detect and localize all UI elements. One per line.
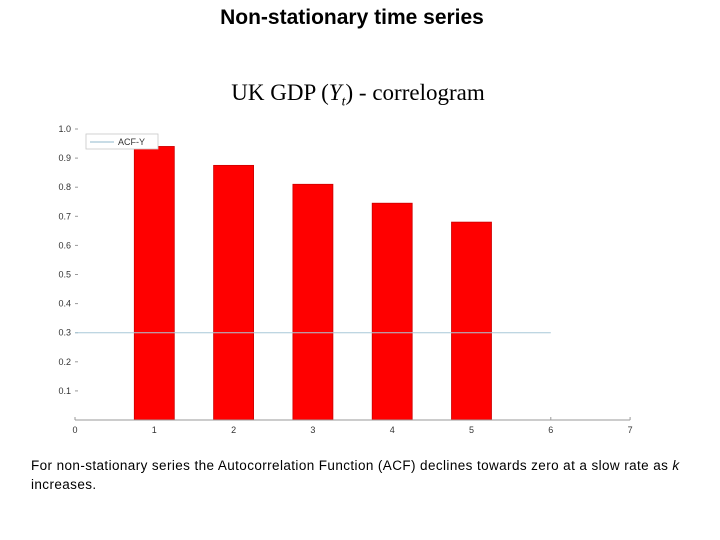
chart-title-pre: UK GDP (	[231, 80, 329, 105]
legend-box	[85, 133, 159, 150]
bar	[371, 202, 413, 421]
chart-title-post: ) - correlogram	[345, 80, 485, 105]
x-tick-label: 7	[628, 425, 633, 435]
chart-title-var: Y	[328, 80, 342, 105]
y-tick-label: 1.0	[58, 124, 71, 134]
caption: For non-stationary series the Autocorrel…	[31, 456, 691, 494]
caption-post: increases.	[31, 477, 97, 492]
x-tick-label: 5	[469, 425, 474, 435]
y-tick-label: 0.1	[58, 386, 71, 396]
slide-title: Non-stationary time series	[220, 6, 484, 29]
y-tick-label: 0.8	[58, 182, 71, 192]
x-tick-label: 0	[72, 425, 77, 435]
y-tick-label: 0.2	[58, 357, 71, 367]
x-tick-label: 6	[548, 425, 553, 435]
x-tick-label: 1	[152, 425, 157, 435]
bar	[451, 221, 492, 421]
y-tick-label: 0.5	[58, 270, 71, 280]
y-axis-ticks: 0.1 0.2 0.3 0.4 0.5 0.6 0.7 0.8 0.9 1.0	[58, 124, 78, 396]
legend: ACF-Y	[85, 133, 159, 150]
y-tick-label: 0.4	[58, 299, 71, 309]
bar	[133, 146, 175, 421]
chart-title: UK GDP (Yt) - correlogram	[0, 80, 716, 111]
bar	[292, 183, 334, 421]
caption-pre: For non-stationary series the Autocorrel…	[31, 458, 673, 473]
y-tick-label: 0.3	[58, 328, 71, 338]
x-tick-label: 2	[231, 425, 236, 435]
bar	[213, 164, 255, 421]
x-tick-label: 4	[390, 425, 395, 435]
x-tick-label: 3	[310, 425, 315, 435]
caption-var: k	[672, 458, 680, 473]
legend-label: ACF-Y	[118, 137, 145, 147]
bars	[133, 146, 492, 421]
y-tick-label: 0.7	[58, 211, 71, 221]
y-tick-label: 0.6	[58, 240, 71, 250]
y-tick-label: 0.9	[58, 153, 71, 163]
chart-title-sub: t	[341, 94, 346, 110]
